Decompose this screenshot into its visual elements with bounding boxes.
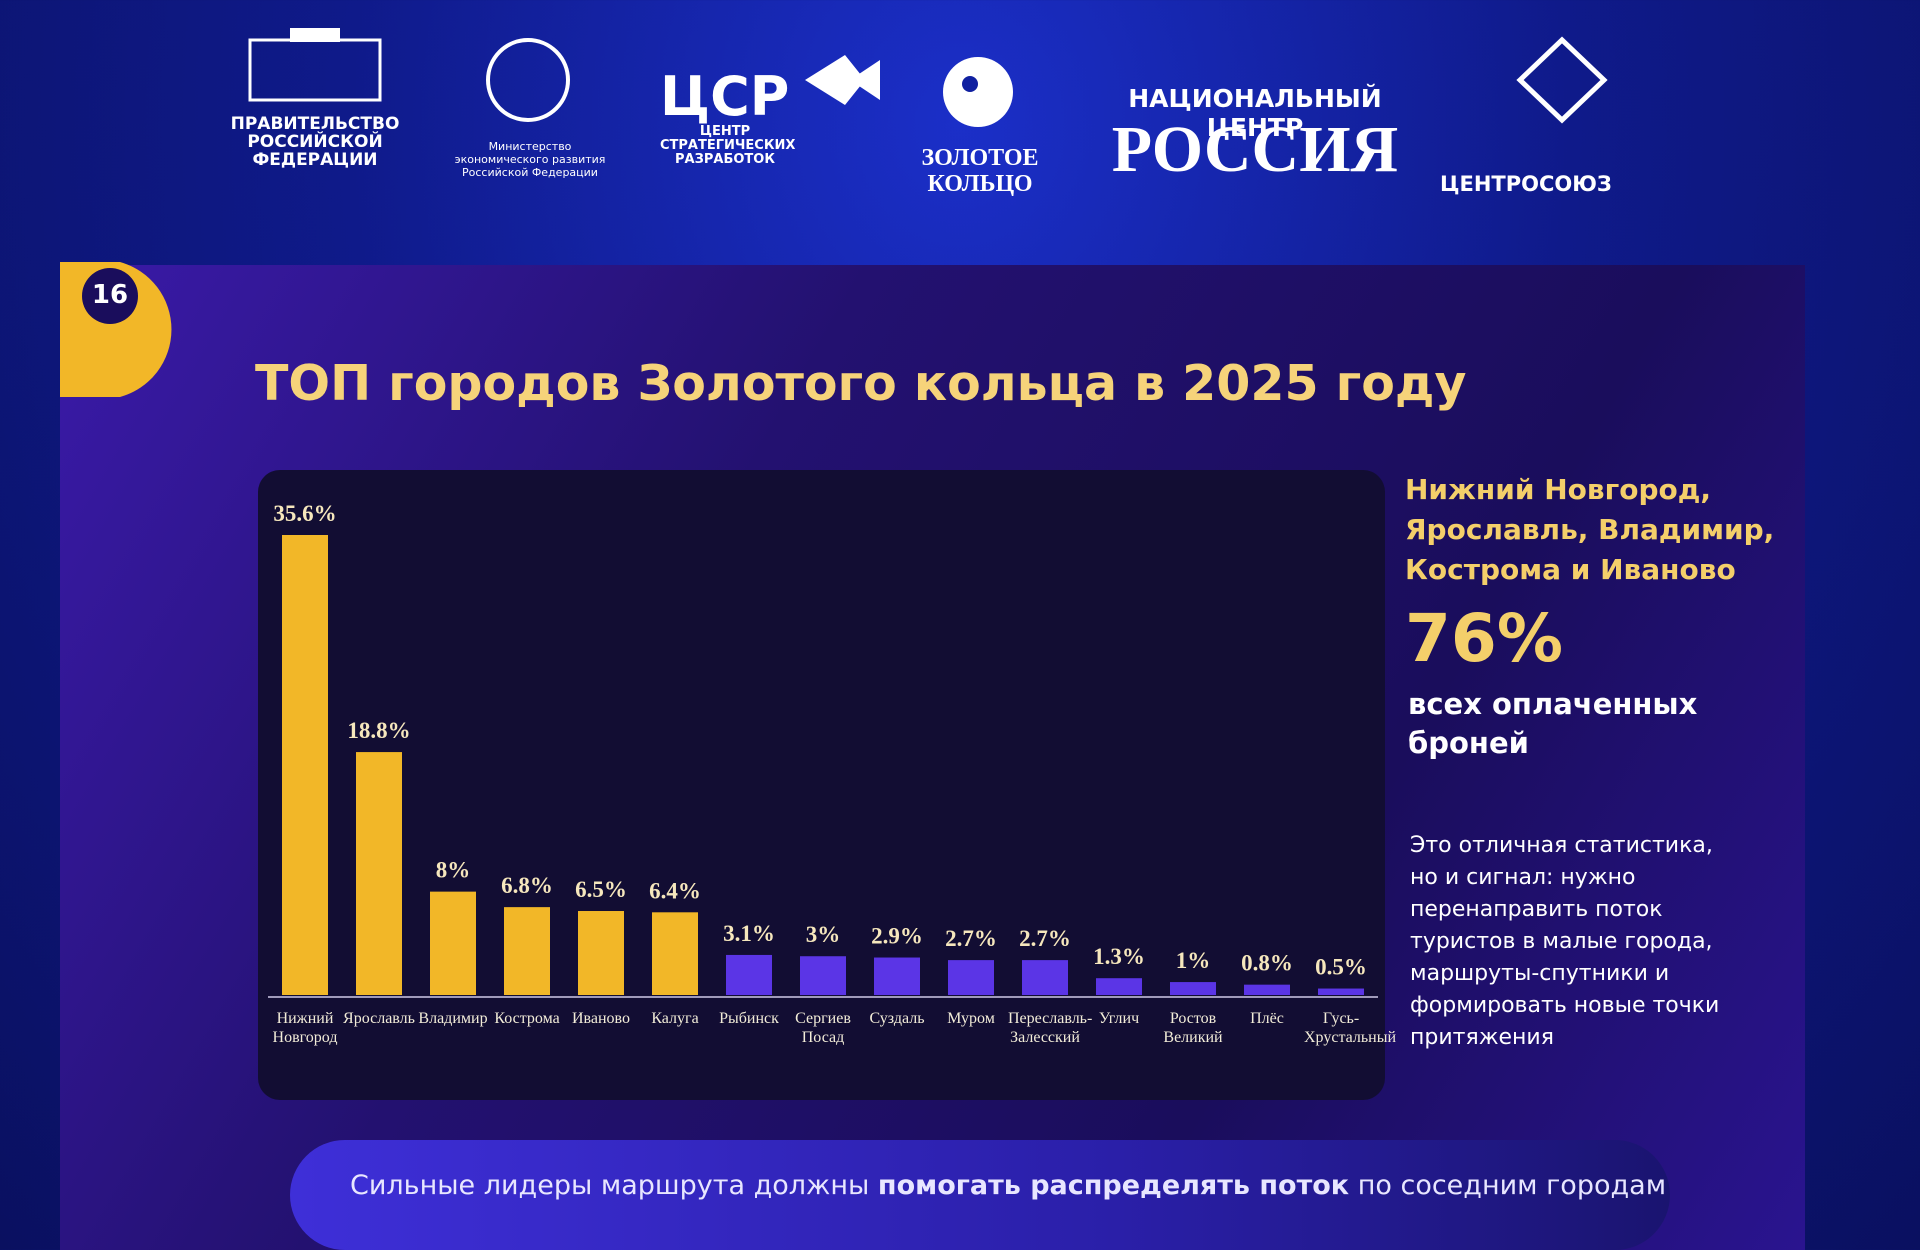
- bar: [1318, 988, 1364, 995]
- bar: [1096, 978, 1142, 995]
- value-label: 0.8%: [1241, 951, 1293, 976]
- logo-text: ЗОЛОТОЕ КОЛЬЦО: [921, 145, 1039, 197]
- bar: [652, 912, 698, 995]
- bar: [948, 960, 994, 995]
- bar: [800, 956, 846, 995]
- value-label: 2.9%: [871, 924, 923, 949]
- value-label: 8%: [436, 858, 471, 883]
- value-label: 2.7%: [945, 926, 997, 951]
- bar: [430, 891, 476, 995]
- x-tick-label: Кострома: [494, 1010, 560, 1027]
- x-tick-label: Суздаль: [869, 1010, 925, 1027]
- banner-start: Сильные лидеры маршрута должны: [350, 1170, 870, 1201]
- value-label: 6.8%: [501, 873, 553, 898]
- side-cities: Нижний Новгород, Ярославль, Владимир, Ко…: [1405, 473, 1775, 586]
- value-label: 1%: [1176, 948, 1211, 973]
- x-tick-label: Ростов Великий: [1163, 1010, 1223, 1046]
- logo-text: ЦСР: [660, 65, 790, 128]
- x-tick-label: Рыбинск: [719, 1010, 779, 1027]
- side-caption: всех оплаченных броней: [1408, 687, 1698, 760]
- x-tick-label: Углич: [1098, 1010, 1140, 1027]
- banner-bold: помогать распределять поток: [877, 1170, 1350, 1201]
- bar: [874, 957, 920, 995]
- bar: [504, 907, 550, 995]
- banner-end: по соседним городам: [1357, 1170, 1667, 1201]
- x-tick-label: Иваново: [571, 1010, 630, 1027]
- x-tick-label: Гусь-Хрустальный: [1304, 1010, 1397, 1046]
- bar: [726, 954, 772, 995]
- value-label: 6.5%: [575, 877, 627, 902]
- bar: [356, 752, 402, 995]
- bar: [1244, 984, 1290, 995]
- side-share: 76%: [1405, 600, 1563, 677]
- x-tick-label: Нижний Новгород: [272, 1010, 338, 1046]
- x-tick-label: Ярославль: [343, 1010, 415, 1027]
- value-label: 2.7%: [1019, 926, 1071, 951]
- bar: [282, 535, 328, 995]
- banner: [290, 1140, 1670, 1250]
- slide-badge: [60, 262, 172, 397]
- x-tick-label: Переславль-Залесский: [1008, 1010, 1093, 1046]
- bar: [1170, 982, 1216, 995]
- value-label: 0.5%: [1315, 955, 1367, 980]
- logo-text: Министерство экономического развития Рос…: [454, 140, 606, 179]
- value-label: 3%: [806, 922, 841, 947]
- value-label: 18.8%: [347, 718, 410, 743]
- x-tick-label: Владимир: [418, 1010, 488, 1027]
- value-label: 6.4%: [649, 878, 701, 903]
- side-note: Это отличная статистика, но и сигнал: ну…: [1410, 833, 1720, 1050]
- logo-art: [248, 28, 1608, 127]
- x-tick-label: Плёс: [1250, 1010, 1284, 1027]
- logo-text: РОССИЯ: [1111, 113, 1399, 186]
- value-label: 1.3%: [1093, 944, 1145, 969]
- chart-panel: 35.6% 18.8% 8% 6.8% 6.5% 6.4% 3.1% 3% 2.9% 2.7% 2.…: [258, 470, 1397, 1100]
- logo-text: НАЦИОНАЛЬНЫЙ ЦЕНТР: [1128, 84, 1382, 142]
- x-tick-label: Калуга: [651, 1010, 699, 1027]
- logo-text: ЦЕНТР СТРАТЕГИЧЕСКИХ РАЗРАБОТОК: [660, 124, 796, 167]
- x-tick-label: Муром: [947, 1010, 995, 1027]
- banner-text: Сильные лидеры маршрута должны помогать …: [350, 1170, 1666, 1201]
- chart: 35.6% 18.8% 8% 6.8% 6.5% 6.4% 3.1% 3% 2.9% 2.7% 2.…: [268, 501, 1378, 998]
- bar: [1022, 960, 1068, 995]
- logo-text: ПРАВИТЕЛЬСТВО РОССИЙСКОЙ ФЕДЕРАЦИИ: [230, 114, 400, 170]
- slide-title: ТОП городов Золотого кольца в 2025 году: [255, 355, 1467, 412]
- logo-text: ЦЕНТРОСОЮЗ: [1440, 172, 1612, 196]
- bar: [578, 911, 624, 995]
- value-label: 3.1%: [723, 921, 775, 946]
- x-tick-label: Сергиев Посад: [795, 1010, 851, 1046]
- slide-number: 16: [91, 280, 129, 310]
- value-label: 35.6%: [273, 501, 336, 526]
